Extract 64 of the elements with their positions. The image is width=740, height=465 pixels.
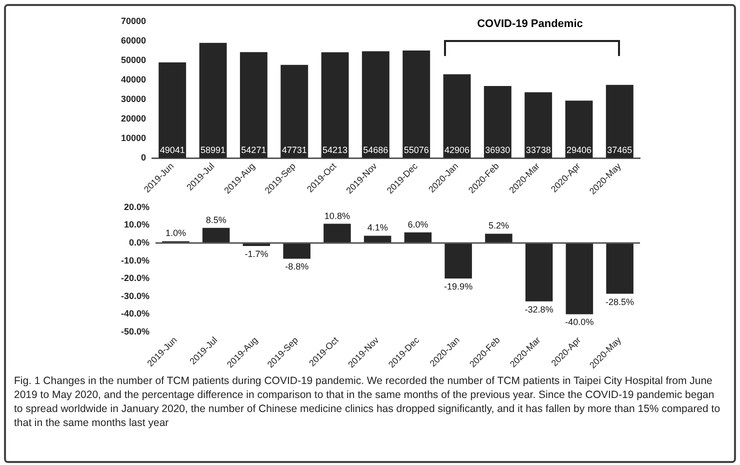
bar [240, 52, 268, 158]
bar [324, 224, 351, 244]
data-label: 54271 [241, 145, 266, 156]
data-label: 1.0% [165, 228, 186, 238]
bar [485, 234, 512, 244]
y-tick-label: 70000 [120, 16, 146, 26]
data-label: 54686 [363, 145, 388, 156]
y-tick-label: -50.0% [120, 326, 150, 337]
bar [362, 51, 390, 158]
bar [606, 243, 634, 294]
y-tick-label: 10.0% [124, 220, 150, 230]
data-label: 58991 [200, 145, 226, 156]
bar [280, 64, 308, 158]
data-label: 4.1% [367, 222, 388, 233]
bar [404, 232, 432, 244]
y-tick-label: 30000 [120, 94, 146, 104]
data-label: 5.2% [488, 220, 509, 231]
bar [202, 228, 230, 244]
data-label: -40.0% [565, 317, 594, 328]
data-label: 6.0% [408, 219, 428, 230]
data-label: 8.5% [206, 214, 226, 225]
data-label: 55076 [404, 145, 429, 156]
y-tick-label: 50000 [120, 54, 146, 65]
data-label: 36930 [485, 145, 510, 156]
y-tick-label: 20000 [120, 114, 146, 124]
data-label: 47731 [282, 145, 307, 156]
y-tick-label: 0 [141, 152, 146, 163]
data-label: 10.8% [324, 210, 350, 221]
y-tick-label: 10000 [120, 133, 146, 144]
bar [443, 74, 471, 158]
y-tick-label: -40.0% [120, 308, 150, 319]
data-label: 29406 [566, 145, 592, 156]
bar [364, 236, 392, 244]
bar [484, 86, 512, 158]
y-tick-label: 40000 [120, 74, 146, 84]
data-label: 49041 [160, 145, 185, 156]
caption: Fig. 1 Changes in the number of TCM patients during COVID-19 pandemic. We recorded the number of TCM patients in Taipei City Hospital from June 2019 to May 2020, and the percentage difference in comparison to that in the same months of the previous year. Since the COVID-19 pandemic began to spread worldwide in January 2020, the number of Chinese medicine clinics has dropped significantly, and it has fallen by more than 15% compared to that in the same months last year [14, 374, 722, 430]
data-label: -8.8% [285, 262, 309, 272]
bar [565, 100, 593, 158]
bar [283, 243, 310, 259]
data-label: 33738 [526, 145, 551, 156]
bar [199, 42, 227, 158]
bar [566, 243, 594, 314]
bar [321, 52, 349, 158]
data-label: 37465 [607, 145, 632, 156]
y-tick-label: -20.0% [120, 273, 150, 284]
y-tick-label: -30.0% [120, 290, 150, 301]
y-tick-label: 60000 [120, 35, 146, 46]
annotation: COVID-19 Pandemic [476, 18, 584, 30]
bar [444, 243, 472, 278]
bar [525, 243, 553, 302]
data-label: -28.5% [606, 296, 634, 307]
data-label: 54213 [322, 145, 348, 156]
bar [402, 50, 430, 158]
bar [524, 92, 552, 158]
data-label: -32.8% [524, 304, 554, 314]
y-tick-label: 20.0% [124, 202, 150, 212]
y-tick-label: -10.0% [120, 255, 150, 266]
data-label: -1.7% [244, 249, 268, 260]
data-label: 42906 [444, 145, 470, 156]
bar [606, 84, 634, 158]
bar [158, 62, 186, 158]
y-tick-label: 0.0% [129, 238, 150, 248]
data-label: -19.9% [444, 281, 473, 292]
